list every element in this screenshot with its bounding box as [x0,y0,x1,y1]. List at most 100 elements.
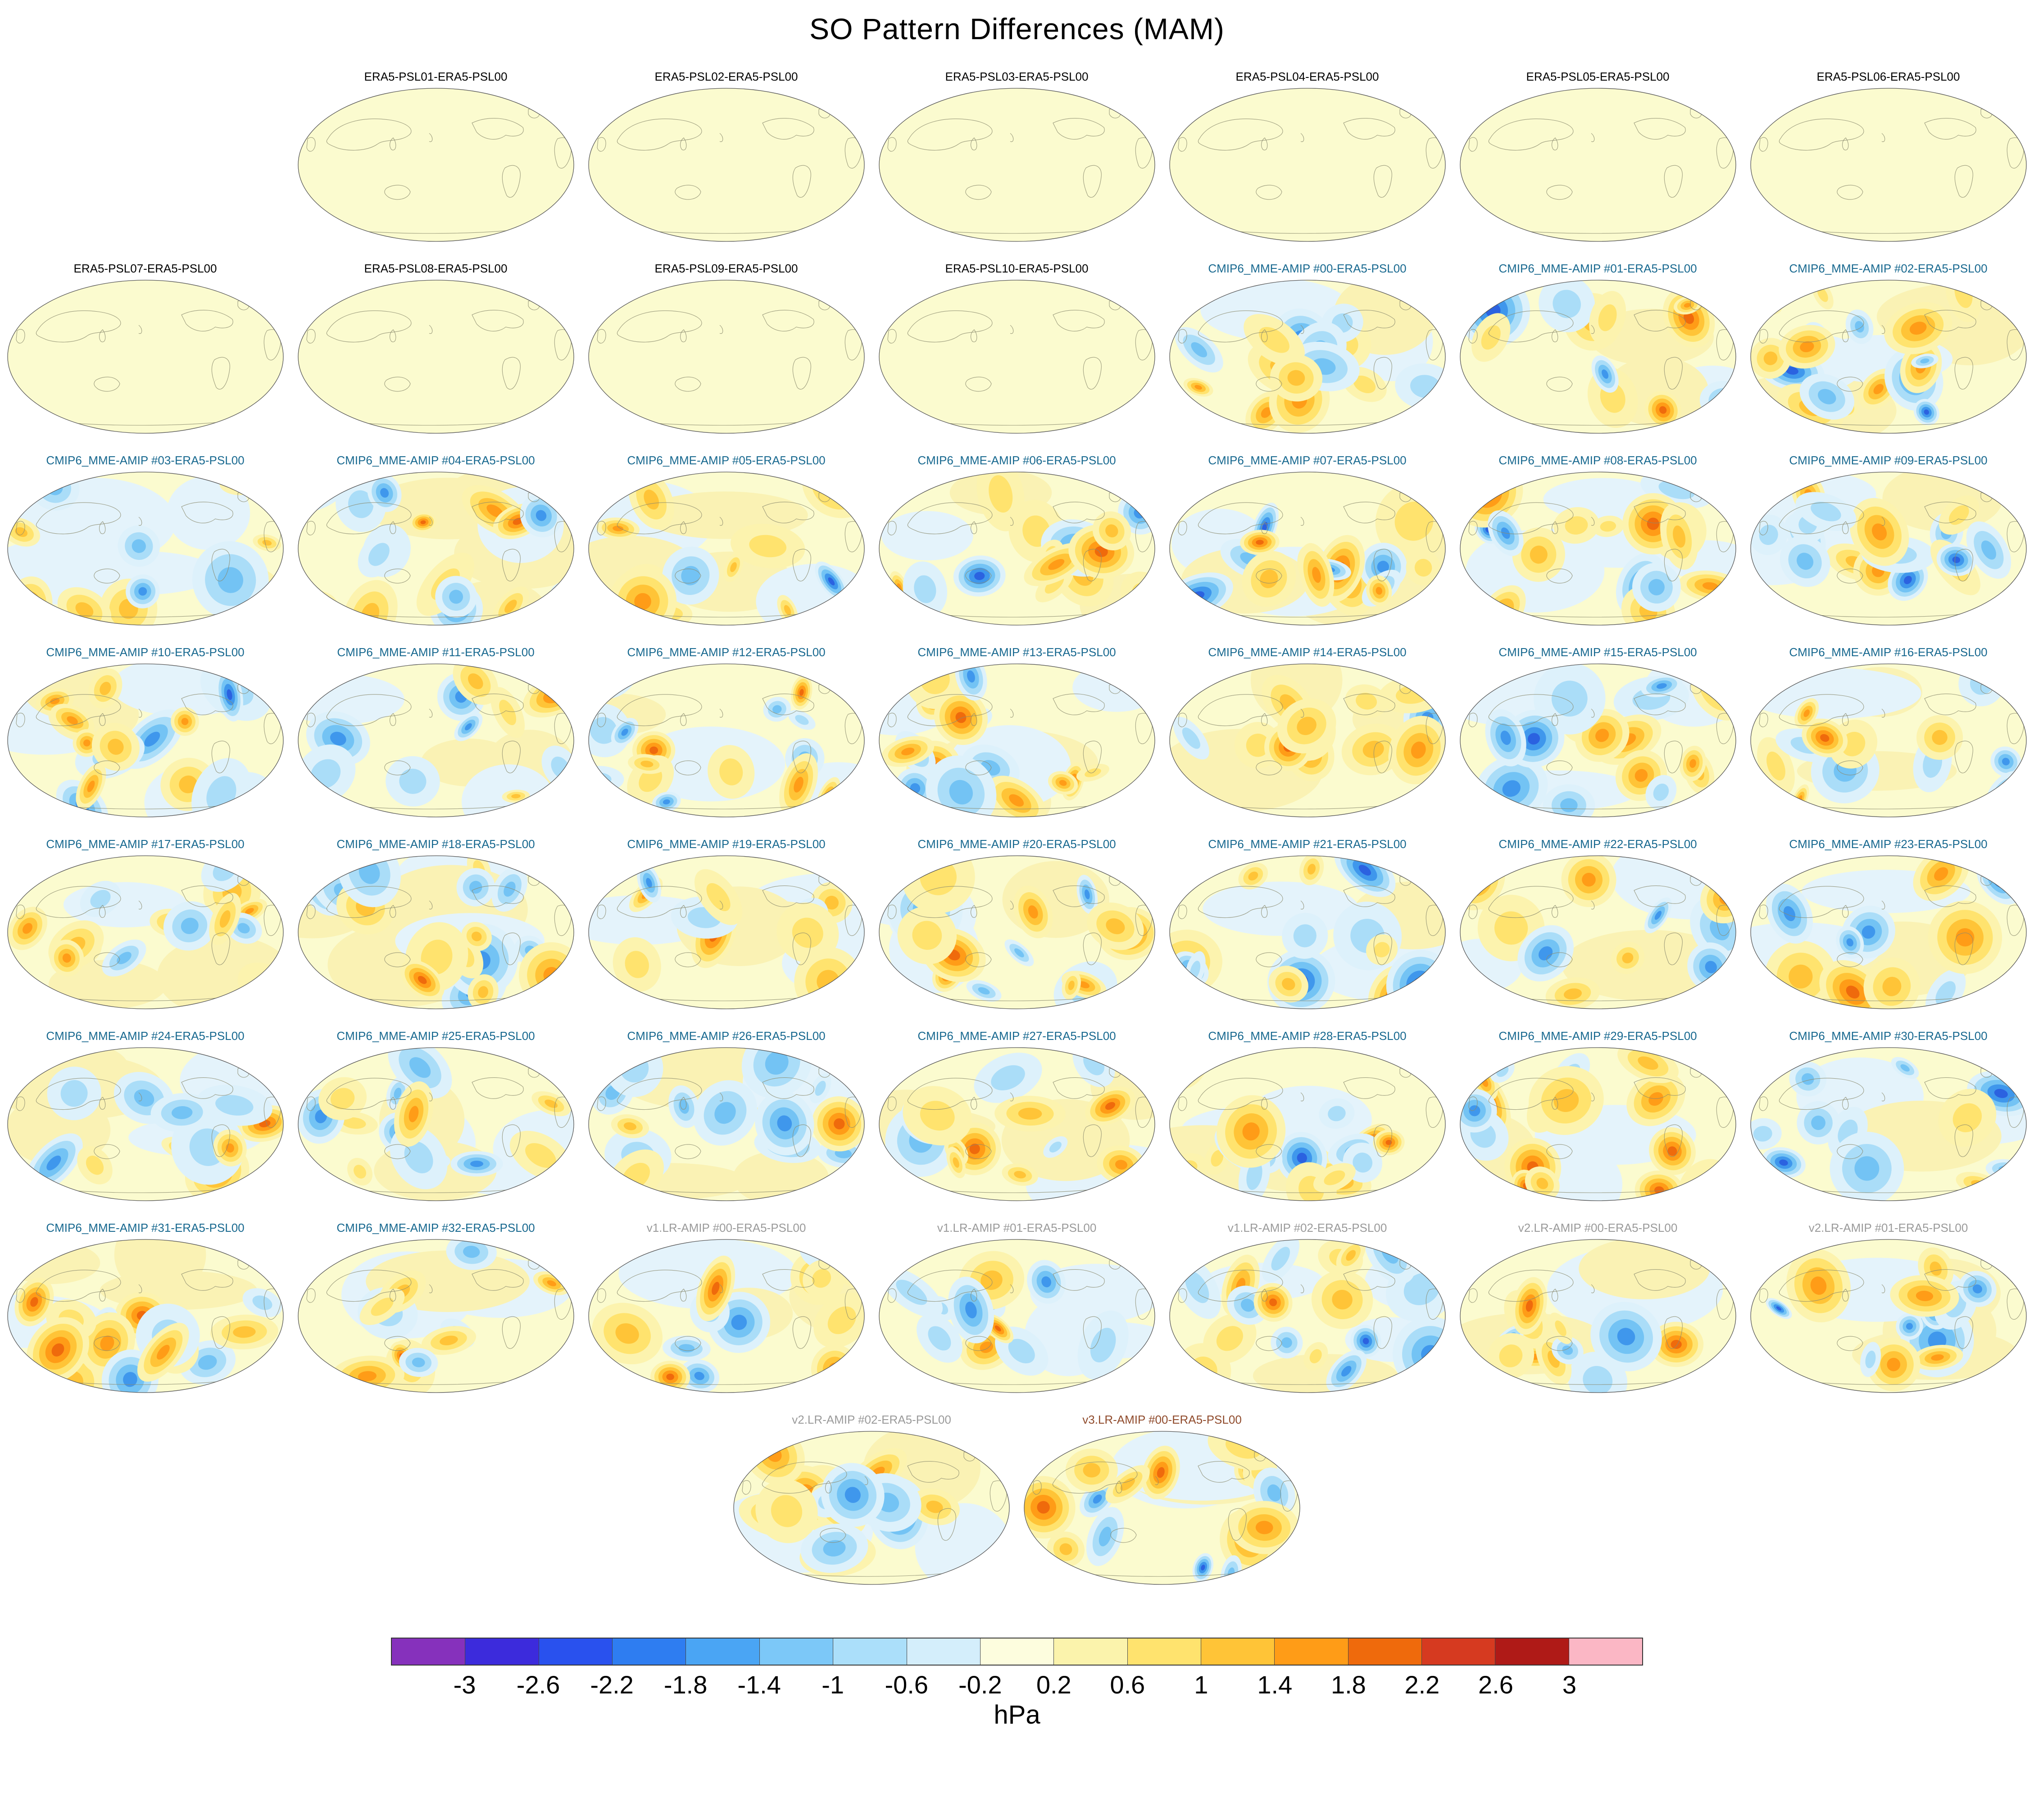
coastline [1052,1269,1105,1291]
map-panel: CMIP6_MME-AMIP #24-ERA5-PSL00 [0,1029,291,1204]
map-panel: v2.LR-AMIP #02-ERA5-PSL00 [726,1412,1017,1588]
world-map [297,1239,574,1393]
panel-title: ERA5-PSL05-ERA5-PSL00 [1526,70,1670,83]
world-map [878,1047,1155,1201]
map-panel: CMIP6_MME-AMIP #30-ERA5-PSL00 [1743,1029,2034,1204]
coastline [1881,1284,1885,1294]
coastline [719,1284,723,1294]
coastline [1836,760,1863,776]
map-outline [588,472,865,626]
colorbar-tick-label: -0.6 [885,1670,928,1699]
coastline [211,1316,230,1349]
coastline [138,900,142,910]
panel-row: CMIP6_MME-AMIP #10-ERA5-PSL00 CMIP6_MME-A… [0,645,2034,837]
colorbar-tick-label: -2.6 [516,1670,560,1699]
coastline [429,1284,432,1294]
coastline [1758,713,1768,727]
coastline [1779,1078,1864,1110]
panel-title: CMIP6_MME-AMIP #08-ERA5-PSL00 [1498,454,1697,467]
coastline [1758,1096,1768,1111]
coastline [1842,1289,1848,1302]
coastline [1052,1461,1138,1494]
coastline [471,693,524,715]
coastline [617,1270,702,1302]
map-panel: CMIP6_MME-AMIP #29-ERA5-PSL00 [1453,1029,1743,1204]
coastline [1664,1124,1683,1157]
colorbar-tick-label: 2.6 [1478,1670,1513,1699]
world-map [878,663,1155,817]
coastline [1261,1289,1267,1302]
coastline [596,904,606,919]
panel-row: CMIP6_MME-AMIP #17-ERA5-PSL00 CMIP6_MME-A… [0,837,2034,1029]
coastline [1300,1284,1304,1294]
coastline [1468,1096,1478,1111]
world-map [1750,472,2027,626]
panel-title: CMIP6_MME-AMIP #12-ERA5-PSL00 [627,645,826,659]
map-outline [7,280,284,434]
coastline [15,329,25,344]
coastline [887,137,897,152]
coastline [762,1269,814,1291]
coastline [1488,118,1573,151]
coastline [384,568,411,584]
colorbar-tick-label: 1.4 [1257,1670,1293,1699]
map-outline [1024,1431,1300,1585]
coastline [1468,137,1478,152]
coastline [596,713,606,727]
coastline [1373,1124,1392,1157]
coastline [389,329,396,342]
coastline [965,952,992,967]
coastline [181,1077,233,1099]
map-outline [1459,1047,1736,1201]
coastline [792,165,811,198]
coastline [429,708,432,718]
world-map [588,1239,865,1393]
coastline [965,568,992,584]
map-outline [878,1239,1155,1393]
world-map [733,1431,1010,1585]
panel-title: CMIP6_MME-AMIP #05-ERA5-PSL00 [627,454,826,467]
coastline [1758,904,1768,919]
coastline [93,1336,120,1351]
coastline [306,521,316,536]
coastline [1551,1289,1558,1302]
panel-title: v1.LR-AMIP #02-ERA5-PSL00 [1227,1221,1387,1235]
coastline [471,1269,524,1291]
world-map [588,88,865,242]
panel-title: ERA5-PSL03-ERA5-PSL00 [945,70,1089,83]
coastline [1842,329,1848,342]
coastline [719,133,723,142]
coastline [907,1078,992,1110]
coastline [970,329,977,342]
map-panel: CMIP6_MME-AMIP #09-ERA5-PSL00 [1743,453,2034,629]
coastline [1633,1269,1686,1291]
coastline [887,1096,897,1111]
world-map [1750,1047,2027,1201]
coastline [211,932,230,965]
coastline [1052,885,1105,907]
coastline [762,1077,814,1099]
coastline [1758,329,1768,344]
panel-row: ERA5-PSL01-ERA5-PSL00 ERA5-PSL02-ERA5-PSL… [0,69,2034,261]
world-map [1459,472,1736,626]
world-map [297,472,574,626]
map-panel: CMIP6_MME-AMIP #27-ERA5-PSL00 [872,1029,1162,1204]
coastline [907,1461,959,1483]
coastline [326,886,411,918]
colorbar-segment [1200,1638,1275,1665]
coastline [1261,329,1267,342]
map-outline [1459,472,1736,626]
panel-title: CMIP6_MME-AMIP #15-ERA5-PSL00 [1498,645,1697,659]
panel-title: v3.LR-AMIP #00-ERA5-PSL00 [1082,1413,1242,1426]
world-map [7,280,284,434]
coastline [1010,708,1013,718]
coastline [471,885,524,907]
coastline [36,310,121,343]
coastline [306,904,316,919]
coastline [1924,1077,1976,1099]
world-map [1750,855,2027,1009]
coastline [1228,1508,1247,1541]
coastline [965,1144,992,1159]
coastline [502,740,521,773]
coastline [1083,357,1102,390]
